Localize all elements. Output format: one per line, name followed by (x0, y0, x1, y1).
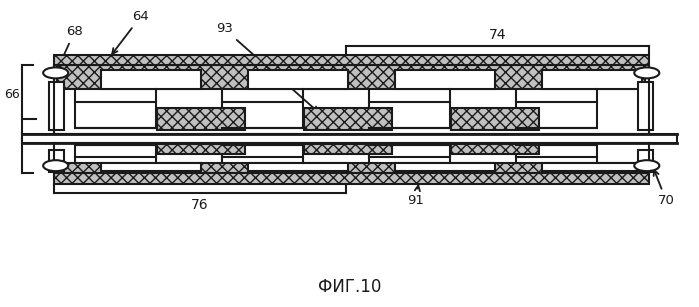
Text: 76: 76 (191, 198, 208, 212)
Bar (101, 163, 201, 171)
Bar (157, 108, 245, 130)
Bar (57, 65, 645, 87)
Circle shape (634, 68, 659, 78)
Bar (75, 102, 156, 128)
Bar (542, 163, 642, 171)
Bar (638, 150, 654, 172)
Bar (248, 70, 348, 89)
Circle shape (43, 160, 69, 171)
Text: 91: 91 (408, 186, 424, 207)
Bar (542, 70, 642, 89)
Bar (452, 144, 540, 154)
Text: 64: 64 (113, 10, 149, 54)
Bar (638, 82, 654, 130)
Bar (304, 108, 392, 130)
Bar (516, 145, 597, 157)
Bar (369, 145, 449, 157)
Bar (516, 102, 597, 128)
Bar (57, 65, 645, 89)
Bar (54, 55, 649, 65)
Bar (222, 102, 303, 128)
Text: 70: 70 (654, 170, 675, 207)
Circle shape (634, 160, 659, 171)
Bar (22, 134, 677, 143)
Bar (452, 108, 540, 130)
Bar (57, 163, 645, 173)
Bar (101, 70, 201, 89)
Bar (248, 163, 348, 171)
Bar (157, 144, 245, 154)
Bar (396, 163, 495, 171)
Text: 66: 66 (4, 88, 20, 101)
Bar (49, 82, 64, 130)
Bar (49, 150, 64, 172)
Circle shape (43, 68, 69, 78)
Bar (75, 145, 156, 157)
Bar (222, 145, 303, 157)
Bar (369, 102, 449, 128)
Text: 68: 68 (57, 25, 83, 68)
Text: 74: 74 (489, 28, 506, 42)
Bar (54, 173, 649, 184)
Bar (304, 144, 392, 154)
Text: 93: 93 (216, 22, 318, 112)
Bar (396, 70, 495, 89)
Text: ФИГ.10: ФИГ.10 (318, 278, 381, 296)
